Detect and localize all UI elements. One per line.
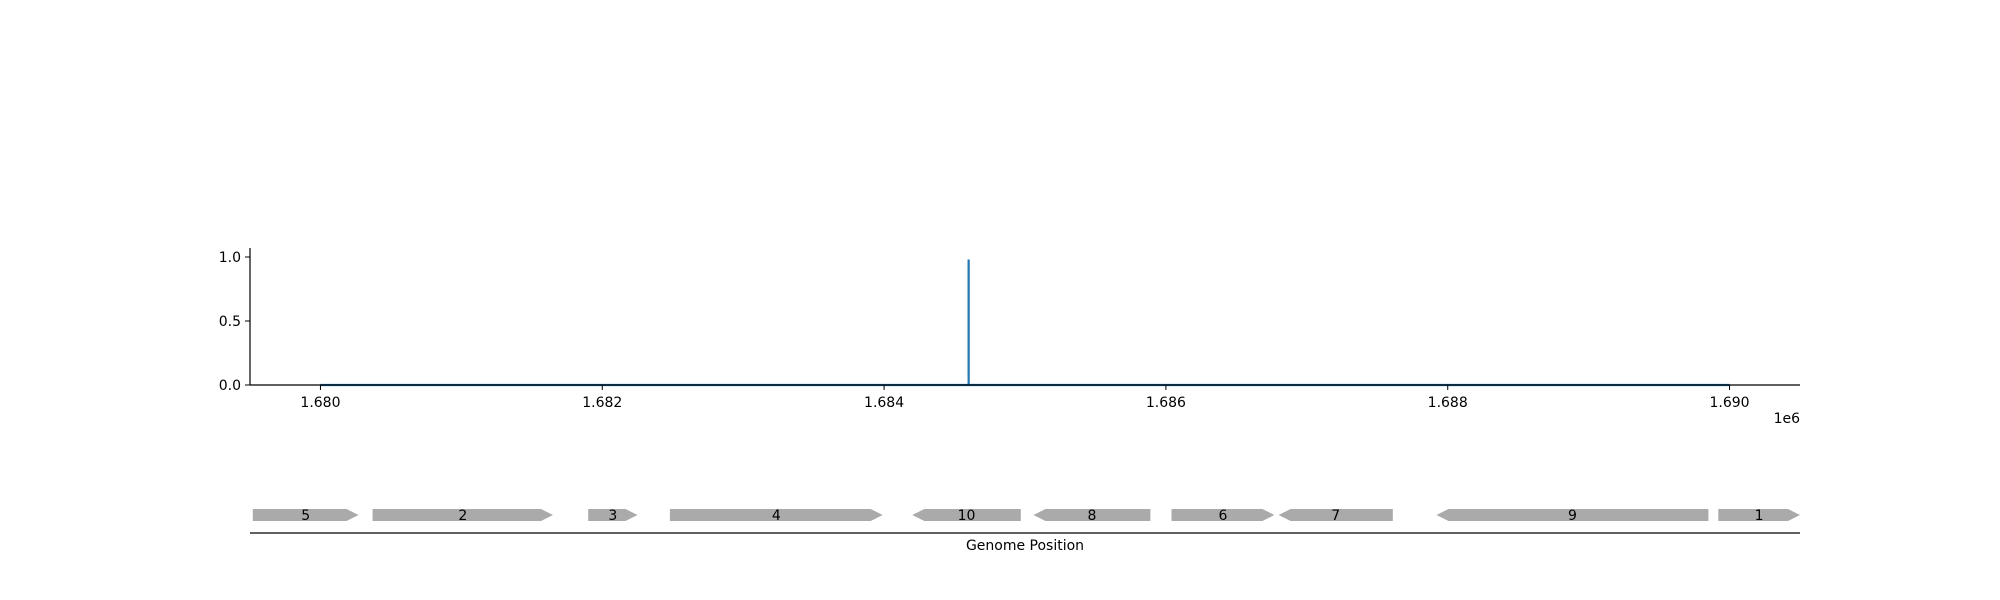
gene-track-xlabel: Genome Position [966,538,1084,554]
y-tick-label: 0.5 [219,314,241,330]
gene-arrow [252,509,359,521]
x-tick-label: 1.680 [300,395,340,411]
x-tick-label: 1.686 [1146,395,1186,411]
gene-arrow [912,509,1021,521]
x-axis-multiplier: 1e6 [1774,411,1801,427]
y-ticks: 0.0 0.5 1.0 [219,250,250,394]
coverage-series [320,259,1730,387]
gene-label: 1 [1755,508,1764,524]
gene-label: 5 [301,508,310,524]
gene-label: 6 [1219,508,1228,524]
coverage-plot: 1.680 1.682 1.684 1.686 1.688 1.690 0.0 0.5 1.0… [219,248,1800,427]
gene-arrow [1718,509,1800,521]
x-tick-label: 1.682 [582,395,622,411]
gene-arrow [1278,509,1393,521]
gene-arrow [1033,509,1151,521]
gene-track: 5 2 3 4 10 8 6 7 9 1 Genome Position [250,508,1800,554]
coverage-line-0 [320,259,1730,387]
gene-arrow [669,509,883,521]
x-tick-label: 1.690 [1709,395,1749,411]
gene-label: 2 [458,508,467,524]
gene-label: 10 [958,508,976,524]
gene-label: 8 [1087,508,1096,524]
gene-arrow [1171,509,1275,521]
gene-label: 4 [772,508,781,524]
x-tick-label: 1.688 [1428,395,1468,411]
gene-shapes: 5 2 3 4 10 8 6 7 9 1 [252,508,1800,524]
gene-arrow [588,509,638,521]
gene-arrow [372,509,553,521]
gene-label: 9 [1568,508,1577,524]
gene-label: 3 [608,508,617,524]
gene-arrow [1436,509,1709,521]
y-tick-label: 0.0 [219,378,241,394]
y-tick-label: 1.0 [219,250,241,266]
x-ticks: 1.680 1.682 1.684 1.686 1.688 1.690 [300,385,1750,411]
gene-label: 7 [1331,508,1340,524]
x-tick-label: 1.684 [864,395,904,411]
